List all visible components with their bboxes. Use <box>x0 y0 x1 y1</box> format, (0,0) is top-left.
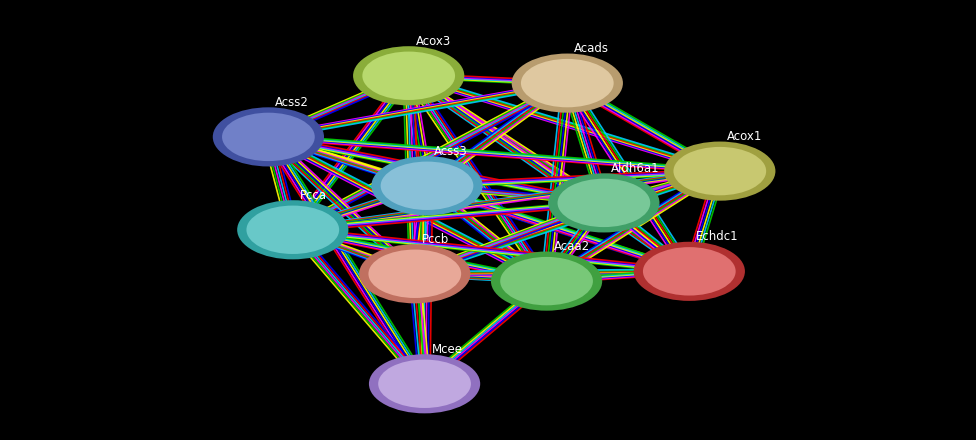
Ellipse shape <box>643 247 736 296</box>
Text: Acss3: Acss3 <box>434 145 468 158</box>
Text: Acss2: Acss2 <box>275 95 309 109</box>
Text: Pccb: Pccb <box>422 233 449 246</box>
Ellipse shape <box>491 252 602 311</box>
Text: Echdc1: Echdc1 <box>696 230 739 243</box>
Text: Acox1: Acox1 <box>727 130 762 143</box>
Ellipse shape <box>549 173 660 232</box>
Text: Acads: Acads <box>574 42 609 55</box>
Ellipse shape <box>633 242 745 301</box>
Text: Aldh6a1: Aldh6a1 <box>611 161 660 175</box>
Text: Acox3: Acox3 <box>416 35 451 48</box>
Ellipse shape <box>664 142 775 201</box>
Ellipse shape <box>379 359 471 408</box>
Ellipse shape <box>381 161 473 210</box>
Ellipse shape <box>223 113 315 161</box>
Ellipse shape <box>353 46 465 105</box>
Ellipse shape <box>362 51 455 100</box>
Ellipse shape <box>511 54 623 113</box>
Ellipse shape <box>368 249 461 298</box>
Ellipse shape <box>673 147 766 195</box>
Ellipse shape <box>213 107 324 166</box>
Ellipse shape <box>501 257 593 305</box>
Ellipse shape <box>359 244 470 303</box>
Ellipse shape <box>246 205 340 254</box>
Ellipse shape <box>521 59 614 107</box>
Text: Acaa2: Acaa2 <box>553 240 590 253</box>
Text: Pcca: Pcca <box>300 189 327 202</box>
Ellipse shape <box>237 200 348 259</box>
Text: Mcee: Mcee <box>431 343 463 356</box>
Ellipse shape <box>557 179 650 227</box>
Ellipse shape <box>371 156 483 215</box>
Ellipse shape <box>369 354 480 413</box>
